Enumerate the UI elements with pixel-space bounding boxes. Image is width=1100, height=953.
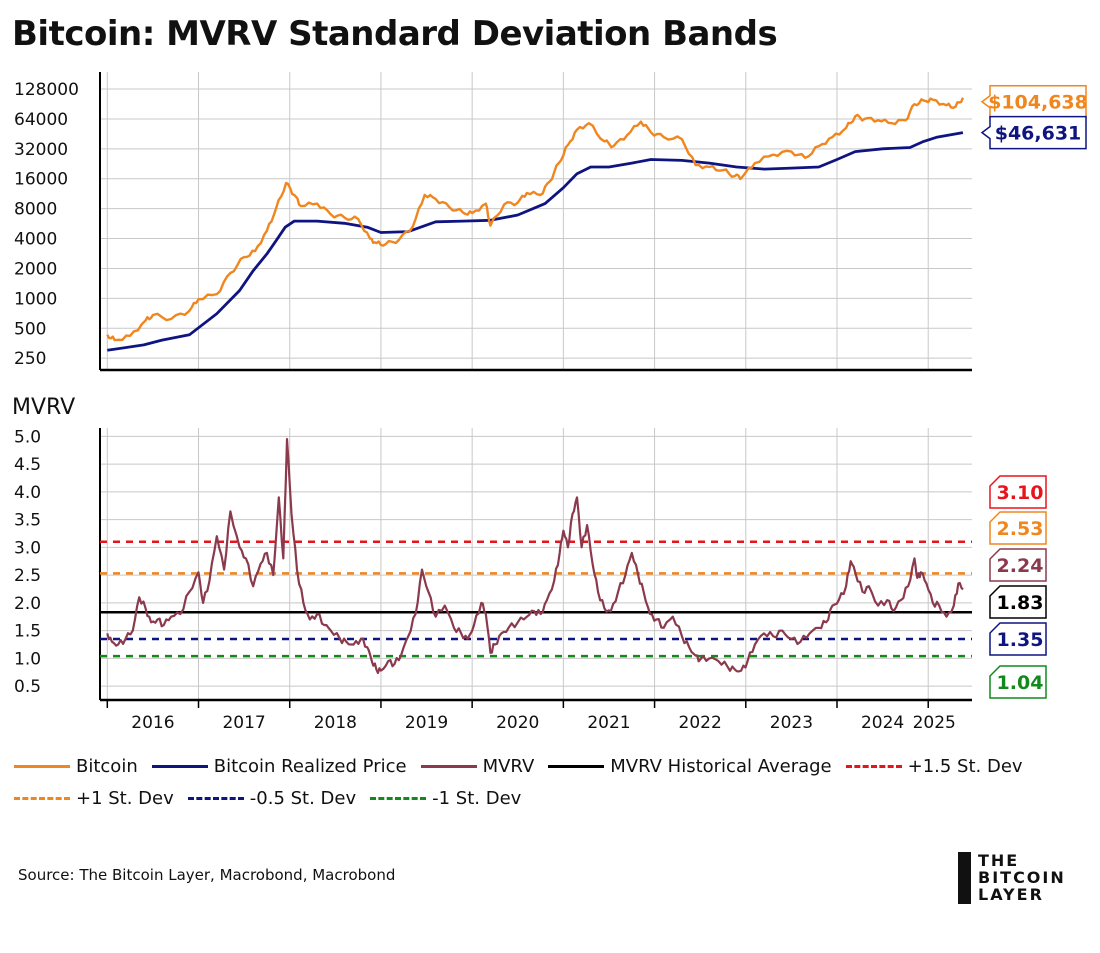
- x-tick-label: 2022: [679, 713, 722, 733]
- mvrv-tick-label: 2.5: [14, 566, 41, 586]
- legend-swatch: [370, 796, 427, 800]
- mvrv-callout-box: [989, 548, 1047, 582]
- mvrv-tick-label: 4.5: [14, 455, 41, 475]
- price-callout-label: $46,631: [995, 123, 1082, 145]
- mvrv-tick-label: 5.0: [14, 427, 41, 447]
- legend-item: +1.5 St. Dev: [845, 755, 1023, 777]
- mvrv-callout-box: [989, 475, 1047, 509]
- mvrv-callout-label: 1.04: [997, 672, 1044, 694]
- mvrv-tick-label: 3.5: [14, 511, 41, 531]
- legend-label: MVRV: [482, 755, 535, 777]
- source-note: Source: The Bitcoin Layer, Macrobond, Ma…: [18, 866, 396, 884]
- legend-item: +1 St. Dev: [14, 788, 174, 809]
- price-tick-label: 32000: [14, 140, 68, 160]
- mvrv-axis-title: MVRV: [12, 395, 75, 420]
- brand-logo: THE BITCOIN LAYER: [958, 852, 1088, 904]
- x-tick-label: 2023: [770, 713, 813, 733]
- price-tick-label: 64000: [14, 110, 68, 130]
- mvrv-callout-label: 2.53: [997, 518, 1044, 540]
- legend-swatch: [420, 764, 477, 768]
- series-mvrv: [106, 438, 964, 675]
- x-tick-label: 2018: [314, 713, 357, 733]
- legend-item: MVRV: [420, 755, 535, 777]
- legend-row-2: +1 St. Dev -0.5 St. Dev -1 St. Dev: [14, 782, 1094, 814]
- legend-swatch: [14, 796, 70, 800]
- legend-label: Bitcoin: [76, 755, 138, 777]
- x-tick-label: 2017: [222, 713, 265, 733]
- chart-title: Bitcoin: MVRV Standard Deviation Bands: [12, 14, 778, 54]
- brand-line-1: THE: [978, 851, 1020, 870]
- x-tick-label: 2020: [496, 713, 539, 733]
- price-tick-label: 4000: [14, 230, 57, 250]
- price-tick-label: 500: [14, 319, 46, 339]
- x-tick-label: 2024: [861, 713, 904, 733]
- legend-label: MVRV Historical Average: [610, 755, 832, 777]
- mvrv-callout-box: [989, 665, 1047, 699]
- mvrv-tick-label: 0.5: [14, 677, 41, 697]
- legend-swatch: [151, 764, 208, 768]
- price-callout-box: [980, 84, 1087, 119]
- mvrv-tick-label: 4.0: [14, 483, 41, 503]
- mvrv-callout-label: 2.24: [997, 555, 1044, 577]
- price-callout-label: $104,638: [988, 92, 1088, 114]
- price-tick-label: 250: [14, 349, 46, 369]
- legend-label: Bitcoin Realized Price: [213, 755, 407, 777]
- legend-swatch: [548, 764, 605, 768]
- legend-label: +1.5 St. Dev: [907, 755, 1023, 777]
- mvrv-tick-label: 1.5: [14, 622, 41, 642]
- series-bitcoin-realized-price: [107, 131, 964, 352]
- legend-label: -1 St. Dev: [432, 787, 522, 809]
- brand-line-2: BITCOIN: [978, 868, 1066, 887]
- brand-line-3: LAYER: [978, 885, 1044, 904]
- price-tick-label: 128000: [14, 80, 79, 100]
- chart-canvas: 250 500 1000 2000 4000 8000 16000 32000 64000 128…: [12, 72, 1088, 733]
- mvrv-tick-label: 3.0: [14, 538, 41, 558]
- legend-swatch: [187, 796, 244, 800]
- legend-row-1: Bitcoin Bitcoin Realized Price MVRV MVRV Hi…: [14, 750, 1094, 782]
- mvrv-callout-label: 1.35: [997, 629, 1044, 651]
- legend-item: -0.5 St. Dev: [187, 787, 357, 809]
- x-tick-label: 2016: [131, 713, 174, 733]
- legend-item: MVRV Historical Average: [548, 755, 832, 777]
- legend-item: Bitcoin Realized Price: [151, 755, 407, 777]
- price-tick-label: 16000: [14, 170, 68, 190]
- x-tick-label: 2021: [587, 713, 630, 733]
- mvrv-tick-label: 1.0: [14, 649, 41, 669]
- series-bitcoin: [106, 97, 965, 342]
- legend-swatch: [14, 764, 70, 768]
- legend-label: -0.5 St. Dev: [249, 787, 357, 809]
- mvrv-callout-label: 3.10: [997, 482, 1044, 504]
- legend-swatch: [845, 764, 902, 768]
- price-callout-box: [980, 115, 1087, 150]
- mvrv-tick-label: 2.0: [14, 594, 41, 614]
- x-tick-label: 2019: [405, 713, 448, 733]
- legend-label: +1 St. Dev: [76, 787, 174, 809]
- x-tick-label: 2025: [913, 713, 956, 733]
- mvrv-callout-box: [989, 622, 1047, 656]
- price-tick-label: 8000: [14, 200, 57, 220]
- legend-item: -1 St. Dev: [370, 788, 521, 809]
- legend: Bitcoin Bitcoin Realized Price MVRV MVRV Hi…: [14, 750, 1094, 814]
- legend-item: Bitcoin: [14, 756, 138, 777]
- mvrv-callout-box: [989, 585, 1047, 619]
- price-tick-label: 2000: [14, 259, 57, 279]
- mvrv-callout-box: [989, 511, 1047, 545]
- mvrv-callout-label: 1.83: [997, 592, 1044, 614]
- price-tick-label: 1000: [14, 289, 57, 309]
- brand-bar: [958, 852, 971, 904]
